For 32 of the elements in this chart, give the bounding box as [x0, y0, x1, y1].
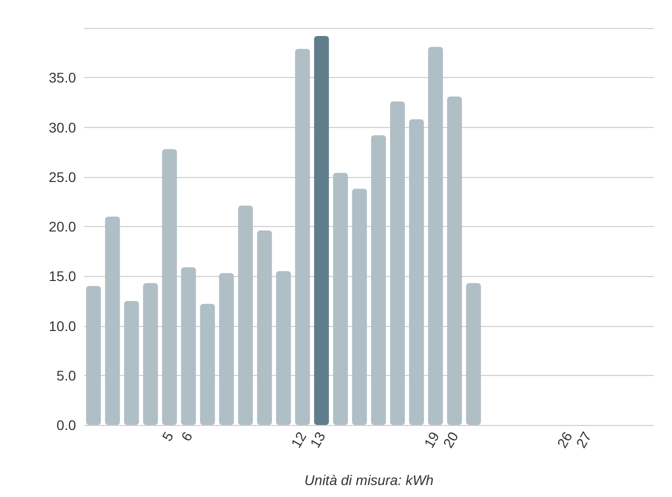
bar [200, 304, 215, 425]
bar [352, 188, 367, 425]
bar [219, 273, 234, 425]
bar [390, 101, 405, 425]
y-tick-label: 5.0 [56, 367, 76, 384]
bar [333, 172, 348, 425]
bar [276, 271, 291, 425]
bar [314, 36, 329, 425]
bar [257, 230, 272, 425]
y-tick-label: 20.0 [48, 218, 76, 234]
x-tick-label: 5 [158, 428, 177, 444]
x-tick-label: 6 [178, 428, 196, 444]
y-tick-label: 35.0 [48, 70, 76, 86]
y-tick-label: 0.0 [56, 417, 76, 433]
x-axis-title: Unità di misura: kWh [304, 472, 434, 488]
bar [105, 216, 120, 425]
bar [124, 300, 139, 425]
bar [86, 286, 101, 425]
bar [466, 283, 481, 425]
bar [162, 149, 177, 425]
y-tick-label: 15.0 [48, 268, 76, 284]
bar [409, 119, 424, 425]
y-tick-label: 25.0 [48, 168, 76, 185]
bar [428, 46, 443, 425]
y-tick-label: 30.0 [48, 119, 76, 136]
bar [143, 283, 158, 425]
bar [371, 135, 386, 425]
bar [238, 206, 253, 425]
bar [181, 267, 196, 425]
bar [447, 96, 462, 425]
y-tick-label: 10.0 [48, 318, 76, 334]
bar [295, 48, 310, 425]
